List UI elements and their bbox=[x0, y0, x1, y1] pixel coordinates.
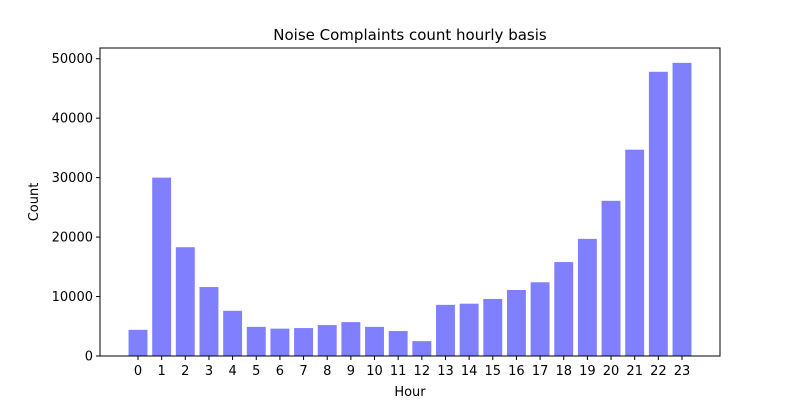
bar-hour-3 bbox=[199, 287, 219, 356]
x-tick-label: 2 bbox=[181, 364, 189, 379]
x-tick-label: 21 bbox=[626, 364, 643, 379]
bar-hour-2 bbox=[175, 247, 195, 356]
bar-hour-10 bbox=[365, 326, 384, 356]
bar-hour-13 bbox=[436, 304, 455, 356]
bar-hour-21 bbox=[625, 149, 645, 356]
x-tick-label: 7 bbox=[299, 364, 307, 379]
x-tick-label: 4 bbox=[228, 364, 236, 379]
x-tick-label: 16 bbox=[508, 364, 525, 379]
x-tick-label: 0 bbox=[134, 364, 142, 379]
bar-hour-14 bbox=[459, 303, 479, 356]
x-tick-label: 18 bbox=[555, 364, 572, 379]
bar-hour-20 bbox=[601, 200, 621, 356]
bar-hour-9 bbox=[341, 322, 361, 356]
bar-hour-6 bbox=[270, 328, 290, 356]
x-tick-label: 9 bbox=[347, 364, 355, 379]
chart-title: Noise Complaints count hourly basis bbox=[273, 26, 547, 44]
bar-hour-7 bbox=[294, 328, 314, 356]
x-tick-label: 14 bbox=[461, 364, 478, 379]
bar-hour-8 bbox=[317, 325, 337, 356]
x-tick-label: 1 bbox=[158, 364, 166, 379]
bars-group bbox=[128, 62, 692, 357]
x-tick-label: 12 bbox=[414, 364, 431, 379]
bar-hour-5 bbox=[246, 326, 266, 356]
bar-hour-18 bbox=[554, 262, 574, 356]
x-tick-label: 11 bbox=[390, 364, 407, 379]
y-axis-ticks: 0 10000 20000 30000 40000 50000 bbox=[52, 52, 100, 365]
bar-hour-16 bbox=[506, 290, 526, 356]
y-tick-label: 50000 bbox=[52, 52, 93, 67]
bar-hour-4 bbox=[223, 310, 243, 356]
x-tick-label: 10 bbox=[366, 364, 383, 379]
bar-hour-19 bbox=[577, 238, 597, 356]
bar-hour-1 bbox=[152, 177, 172, 356]
x-tick-label: 23 bbox=[674, 364, 691, 379]
bar-hour-22 bbox=[648, 71, 668, 356]
y-tick-label: 30000 bbox=[52, 171, 93, 186]
y-tick-label: 10000 bbox=[52, 290, 93, 305]
x-axis-ticks: 0 1 2 3 4 5 6 7 8 9 10 11 12 13 14 15 16 17 18 19 20 21 22 23 bbox=[134, 356, 690, 379]
y-tick-label: 40000 bbox=[52, 112, 93, 127]
x-tick-label: 15 bbox=[485, 364, 502, 379]
y-tick-label: 20000 bbox=[52, 231, 93, 246]
bar-hour-11 bbox=[388, 331, 408, 356]
x-tick-label: 19 bbox=[579, 364, 596, 379]
x-axis-label: Hour bbox=[394, 385, 426, 400]
x-tick-label: 6 bbox=[276, 364, 284, 379]
x-tick-label: 3 bbox=[205, 364, 213, 379]
x-tick-label: 22 bbox=[650, 364, 667, 379]
bar-hour-0 bbox=[128, 329, 148, 356]
plot-frame bbox=[99, 47, 721, 357]
bar-hour-17 bbox=[530, 282, 550, 356]
x-tick-label: 17 bbox=[532, 364, 549, 379]
x-tick-label: 8 bbox=[323, 364, 331, 379]
y-axis-label: Count bbox=[27, 183, 42, 222]
bar-hour-23 bbox=[672, 62, 692, 357]
bar-hour-15 bbox=[483, 298, 503, 356]
x-tick-label: 20 bbox=[603, 364, 620, 379]
x-tick-label: 5 bbox=[252, 364, 260, 379]
x-tick-label: 13 bbox=[437, 364, 454, 379]
bar-hour-12 bbox=[412, 341, 432, 356]
y-tick-label: 0 bbox=[85, 350, 93, 365]
